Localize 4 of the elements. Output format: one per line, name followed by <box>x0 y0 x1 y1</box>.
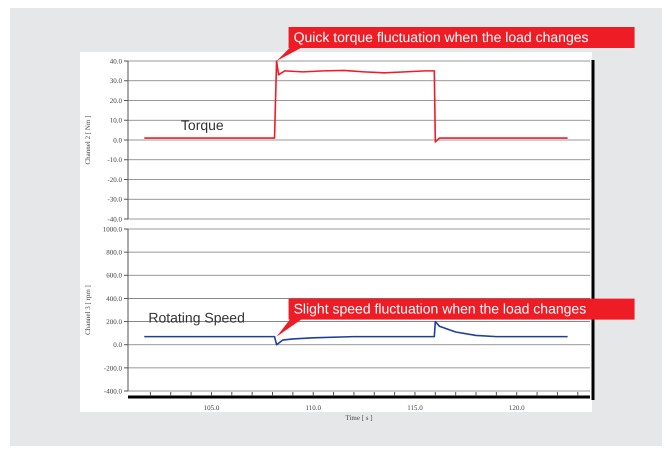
annotation: Quick torque fluctuation when the load changes <box>294 29 589 45</box>
annotation: Slight speed fluctuation when the load changes <box>294 300 586 317</box>
series-label: Rotating Speed <box>148 310 245 326</box>
series-label: Torque <box>180 117 224 134</box>
